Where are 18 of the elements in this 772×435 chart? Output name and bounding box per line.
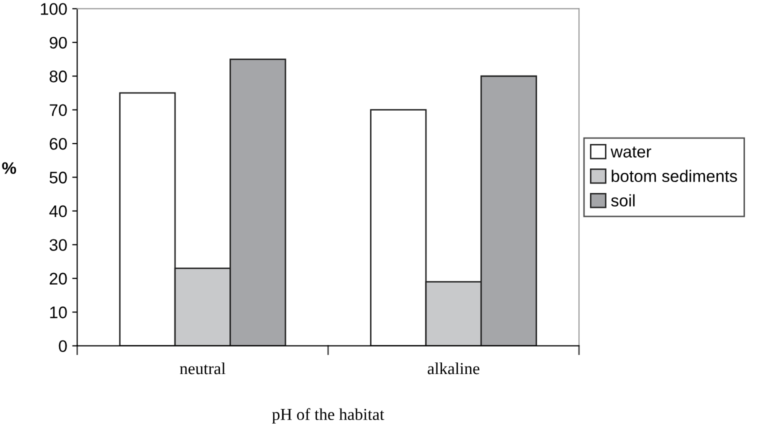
legend-label: water bbox=[610, 146, 652, 158]
x-axis-title: pH of the habitat bbox=[272, 408, 384, 424]
x-tick-label: neutral bbox=[180, 362, 226, 374]
y-tick-label: 20 bbox=[50, 272, 67, 285]
y-tick-label: 0 bbox=[58, 340, 67, 352]
y-tick-label: 90 bbox=[50, 36, 67, 49]
y-tick-label: 70 bbox=[50, 104, 67, 116]
y-tick-label: 50 bbox=[50, 172, 67, 184]
legend-label: soil bbox=[611, 194, 635, 206]
y-tick-label: 100 bbox=[40, 3, 67, 15]
y-tick-label: 80 bbox=[50, 70, 67, 82]
x-tick-label: alkaline bbox=[428, 362, 480, 374]
y-tick-label: 10 bbox=[50, 306, 67, 318]
legend-label: botom sediments bbox=[612, 170, 737, 182]
y-tick-label: 60 bbox=[50, 138, 67, 150]
y-tick-label: 30 bbox=[50, 239, 67, 251]
y-axis-title: % bbox=[2, 162, 16, 174]
y-tick-label: 40 bbox=[49, 205, 67, 218]
